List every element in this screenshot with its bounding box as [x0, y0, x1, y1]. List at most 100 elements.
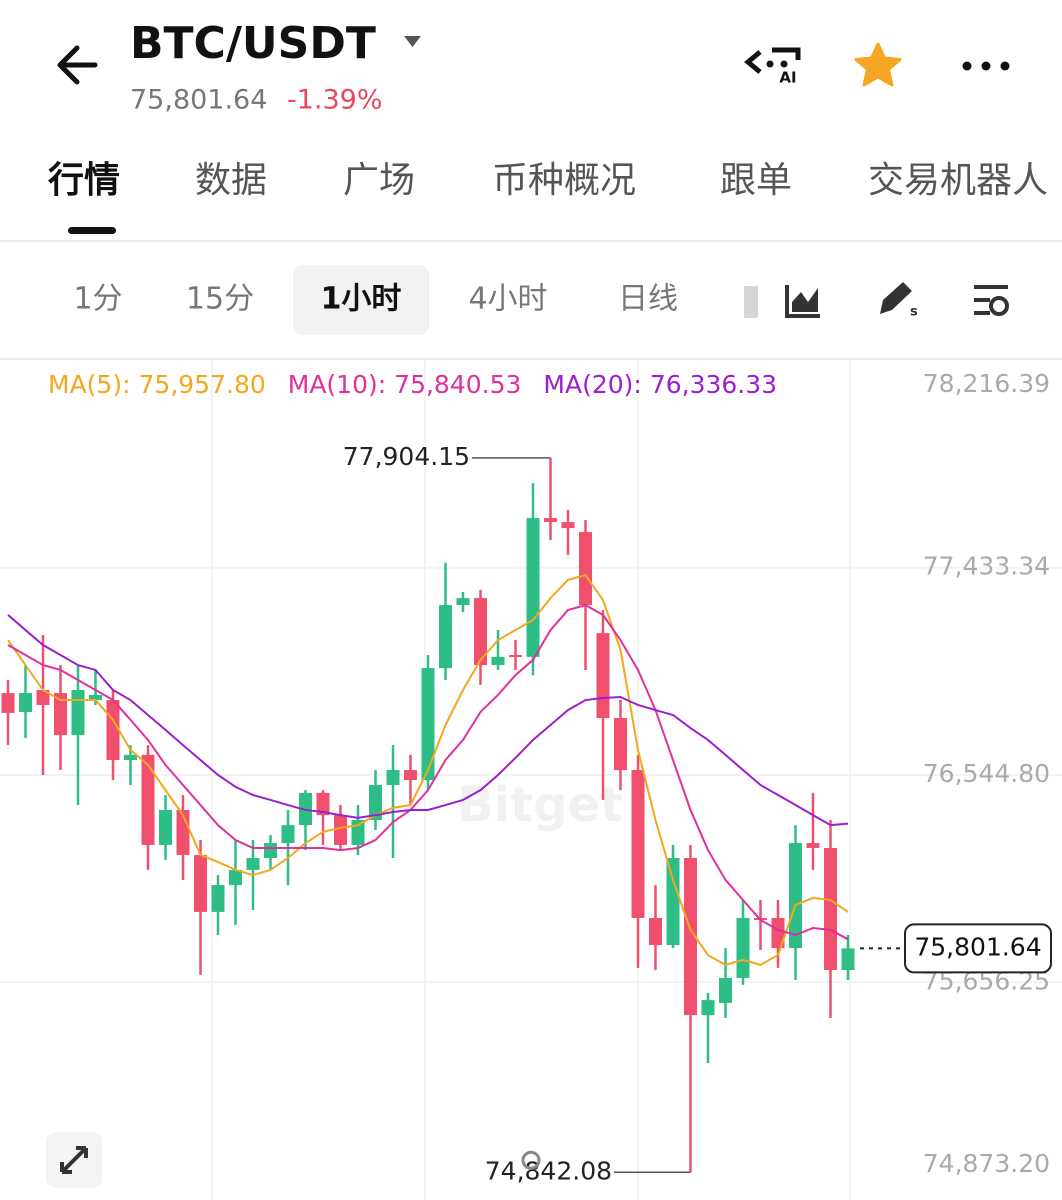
tab[interactable]: 币种概况: [492, 160, 636, 201]
draw-tool-button[interactable]: s: [880, 282, 918, 320]
legend-value: 75,840.53: [394, 370, 521, 399]
tab[interactable]: 跟单: [720, 160, 792, 201]
eye-icon: [521, 1150, 541, 1170]
legend-name: MA(5):: [48, 370, 131, 399]
candle-body: [54, 693, 67, 736]
candle-body: [806, 843, 820, 848]
y-tick-label: 77,433.34: [923, 552, 1050, 581]
ma-line: [7, 614, 849, 827]
candle-body: [421, 668, 435, 781]
candle-body: [544, 518, 557, 523]
interval[interactable]: 1分: [73, 282, 122, 317]
pair-dropdown[interactable]: [404, 36, 421, 47]
candle-body: [719, 977, 732, 1003]
candle-body: [579, 532, 592, 606]
candle-body: [281, 825, 295, 844]
icon: [989, 296, 1009, 316]
candle-body: [229, 869, 242, 886]
tab[interactable]: 行情: [48, 160, 120, 201]
last-price-label: 75,801.64: [914, 932, 1041, 961]
candle-body: [89, 694, 102, 701]
candle-body: [36, 690, 50, 705]
candle-body: [159, 809, 172, 845]
icon: [792, 288, 818, 312]
interval-bar: 1分 15分 1小时 4小时 日线: [73, 282, 678, 317]
candle-body: [596, 633, 610, 719]
icon: s: [910, 305, 918, 320]
candle-body: [509, 655, 522, 658]
ai-icon: [780, 60, 788, 68]
candle-body: [771, 917, 785, 949]
last-price-box: [904, 923, 1052, 974]
y-tick-label: 74,873.20: [923, 1149, 1050, 1178]
candle-body: [246, 858, 260, 870]
candle-body: [316, 792, 330, 816]
dot: [962, 61, 972, 71]
high-marker-label: 77,904.15: [343, 442, 470, 471]
interval[interactable]: 1小时: [321, 282, 402, 317]
tab-underline: [68, 227, 116, 234]
candlestick-chart: 78,216.3977,433.3476,544.8075,656.2574,8…: [0, 369, 1062, 1185]
candle-body: [631, 770, 645, 918]
icon: [785, 285, 820, 318]
interval-selected-bg: [293, 265, 429, 335]
candle-body: [824, 847, 837, 970]
ma-line: [7, 573, 849, 966]
interval[interactable]: 日线: [618, 282, 678, 317]
pair-title[interactable]: BTC/USDT: [130, 18, 376, 69]
candle-body: [684, 858, 697, 1016]
candle-body: [456, 598, 470, 606]
more-button[interactable]: [962, 61, 1010, 71]
tab-bar: 行情 数据 广场 币种概况 跟单 交易机器人: [48, 160, 1048, 201]
legend-value: 76,336.33: [650, 370, 777, 399]
ai-icon: [772, 47, 801, 60]
candle-body: [19, 693, 32, 712]
dot: [981, 61, 991, 71]
candle-body: [736, 917, 750, 978]
y-tick-label: 78,216.39: [923, 369, 1050, 398]
candle-body: [841, 948, 855, 970]
tab[interactable]: 交易机器人: [868, 160, 1048, 201]
ai-button[interactable]: AI: [744, 47, 801, 87]
candle-body: [141, 754, 155, 845]
low-marker-label: 74,842.08: [485, 1156, 612, 1185]
interval[interactable]: 4小时: [468, 282, 547, 317]
dot: [1000, 61, 1010, 71]
legend-value: 75,957.80: [139, 370, 266, 399]
watermark: Bitget: [457, 777, 623, 833]
candle-body: [106, 700, 120, 761]
header-price: 75,801.64: [130, 85, 267, 116]
legend-name: MA(20):: [543, 370, 641, 399]
candle-body: [369, 784, 382, 820]
candle-body: [474, 598, 487, 666]
candle-body: [211, 885, 225, 912]
ai-icon: [744, 50, 762, 74]
icon: [880, 282, 912, 314]
candle-body: [264, 843, 277, 859]
chart-type-button[interactable]: [785, 285, 820, 318]
candle-body: [1, 693, 15, 713]
candle-body: [789, 843, 802, 949]
candle-body: [386, 770, 400, 785]
indicator-settings-button[interactable]: [974, 285, 1009, 316]
candle-body: [701, 1000, 715, 1016]
back-button[interactable]: [57, 45, 98, 85]
candle-body: [334, 815, 347, 845]
candle-body: [404, 770, 417, 781]
interval-overflow: [744, 286, 758, 318]
favorite-star[interactable]: [854, 42, 902, 87]
candle-body: [491, 656, 505, 666]
y-tick-label: 76,544.80: [923, 759, 1050, 788]
tab[interactable]: 广场: [343, 160, 415, 201]
fullscreen-button[interactable]: [46, 1132, 102, 1188]
icon: [974, 285, 1008, 315]
header-change: -1.39%: [287, 85, 383, 116]
tab[interactable]: 数据: [195, 160, 267, 201]
candle-body: [526, 518, 540, 657]
candle-body: [351, 819, 365, 845]
candle-body: [71, 690, 85, 736]
candle-body: [439, 605, 452, 669]
interval[interactable]: 15分: [186, 282, 254, 317]
candle-body: [124, 754, 137, 761]
